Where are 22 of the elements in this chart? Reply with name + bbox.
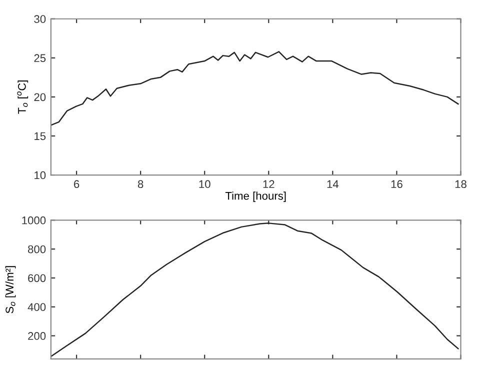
y-tick-label: 10: [34, 171, 46, 180]
y-axis-title: S$_{o}$ [W/m²]: [5, 266, 16, 314]
y-tick-label: 20: [34, 93, 46, 102]
x-tick-label: 10: [199, 180, 210, 188]
y-tick-label: 25: [34, 54, 46, 62]
x-axis-title: Time [hours]: [225, 192, 286, 202]
x-tick-label: 14: [327, 180, 339, 188]
y-tick-label: 400: [28, 303, 46, 312]
line-series: [50, 222, 459, 357]
y-tick-label: 1000: [22, 216, 46, 224]
y-axis-title: T$_{o}$ [$^{o}$C]: [17, 80, 28, 114]
y-tick-label: 200: [28, 332, 46, 340]
y-tick-label: 800: [28, 245, 46, 254]
y-tick-label: 15: [34, 132, 46, 140]
y-tick-label: 600: [28, 274, 46, 282]
x-tick-label: 8: [138, 180, 144, 188]
line-series: [50, 51, 459, 126]
x-tick-label: 12: [263, 180, 274, 188]
y-tick-label: 30: [34, 15, 46, 24]
x-tick-label: 16: [391, 180, 402, 188]
x-tick-label: 18: [455, 180, 466, 188]
x-tick-label: 6: [74, 180, 80, 188]
